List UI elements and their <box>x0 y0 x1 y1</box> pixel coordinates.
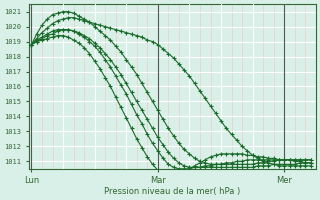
X-axis label: Pression niveau de la mer( hPa ): Pression niveau de la mer( hPa ) <box>104 187 240 196</box>
